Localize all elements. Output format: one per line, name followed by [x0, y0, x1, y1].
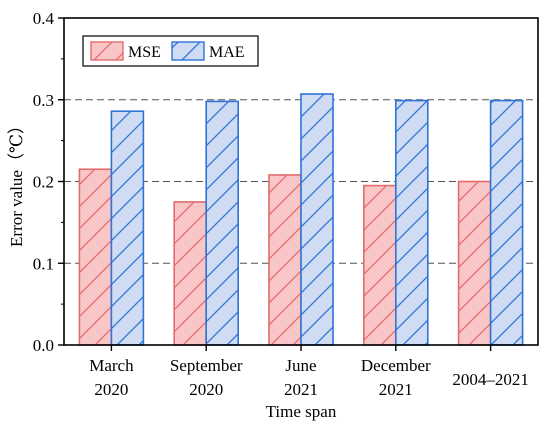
legend: MSE MAE — [82, 35, 259, 67]
bar-mse — [457, 180, 492, 346]
x-axis-label: Time span — [266, 402, 337, 421]
y-tick-label: 0.4 — [33, 9, 55, 28]
legend-label-mse: MSE — [128, 44, 161, 61]
bar-mae — [489, 99, 524, 346]
bar-mae — [394, 99, 429, 346]
bar-mse — [173, 201, 207, 346]
bar-mse — [362, 184, 397, 346]
x-tick-label: June — [285, 356, 316, 375]
bar-mse — [78, 168, 113, 346]
x-tick-label: 2021 — [284, 380, 318, 399]
y-tick-label: 0.1 — [33, 254, 54, 273]
y-tick-label: 0.0 — [33, 336, 54, 355]
y-axis: 0.0 0.1 0.2 0.3 0.4 — [33, 9, 64, 355]
x-axis: March 2020 September 2020 June 2021 December 20… — [89, 345, 529, 399]
x-tick-label: 2004–2021 — [452, 370, 529, 389]
bars — [78, 93, 524, 346]
x-tick-label: 2020 — [94, 380, 128, 399]
x-tick-label: December — [361, 356, 431, 375]
x-tick-label: March — [89, 356, 134, 375]
legend-hatch-mse — [91, 42, 123, 60]
legend-hatch-mae — [172, 42, 204, 60]
bar-mae — [110, 110, 145, 346]
x-tick-label: September — [170, 356, 243, 375]
y-tick-label: 0.3 — [33, 91, 54, 110]
bar-mse — [268, 174, 302, 346]
y-tick-label: 0.2 — [33, 173, 54, 192]
x-tick-label: 2020 — [189, 380, 223, 399]
legend-label-mae: MAE — [209, 44, 245, 61]
bar-mae — [300, 93, 334, 346]
y-axis-label: Error value（℃） — [7, 117, 26, 247]
bar-mae — [205, 100, 239, 346]
x-tick-label: 2021 — [379, 380, 413, 399]
